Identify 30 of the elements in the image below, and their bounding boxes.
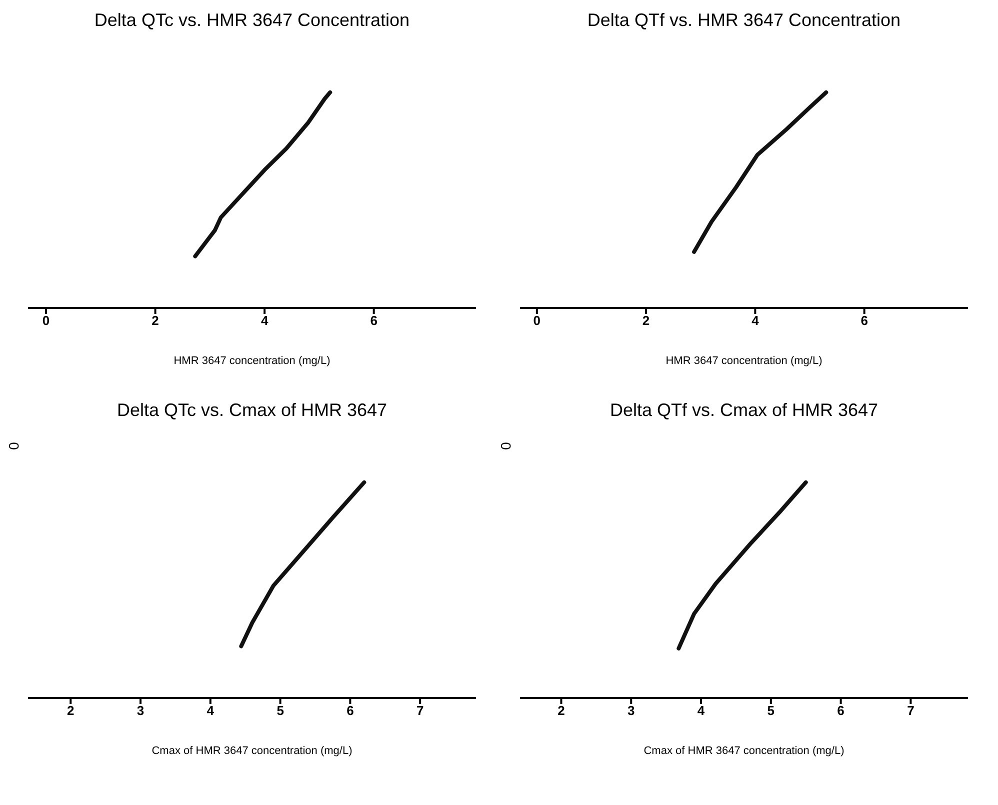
x-tick-label: 2 [67,703,74,718]
x-axis-title: HMR 3647 concentration (mg/L) [174,355,330,367]
x-tick-label: 2 [152,313,159,328]
x-tick-label: 6 [346,703,354,718]
x-tick-label: 7 [416,703,424,718]
x-tick-label: 0 [42,313,50,328]
text: 0 [6,442,22,450]
x-axis-title: Cmax of HMR 3647 concentration (mg/L) [152,745,352,757]
x-tick-label: 4 [752,313,760,328]
text: 0 [498,442,514,450]
x-tick-label: 5 [276,703,284,718]
chart-title: Delta QTf vs. HMR 3647 Concentration [586,9,902,32]
chart-title: Delta QTc vs. HMR 3647 Concentration [93,9,411,32]
x-tick-label: 4 [260,313,269,328]
x-tick-label: 0 [533,313,541,328]
x-axis-title: HMR 3647 concentration (mg/L) [666,355,822,367]
x-tick-label: 7 [907,703,914,718]
x-tick-label: 4 [697,703,706,718]
x-tick-label: 2 [642,313,650,328]
chart-title: Delta QTf vs. Cmax of HMR 3647 [608,399,880,422]
x-tick-label: 5 [767,703,775,718]
x-axis-title: Cmax of HMR 3647 concentration (mg/L) [644,745,844,757]
x-tick-label: 4 [206,703,215,718]
x-tick-label: 2 [558,703,565,718]
x-tick-label: 3 [136,703,144,718]
x-tick-label: 6 [837,703,844,718]
x-tick-label: 6 [860,313,868,328]
chart-title: Delta QTc vs. Cmax of HMR 3647 [116,399,388,422]
x-tick-label: 3 [628,703,635,718]
x-tick-label: 6 [370,313,378,328]
